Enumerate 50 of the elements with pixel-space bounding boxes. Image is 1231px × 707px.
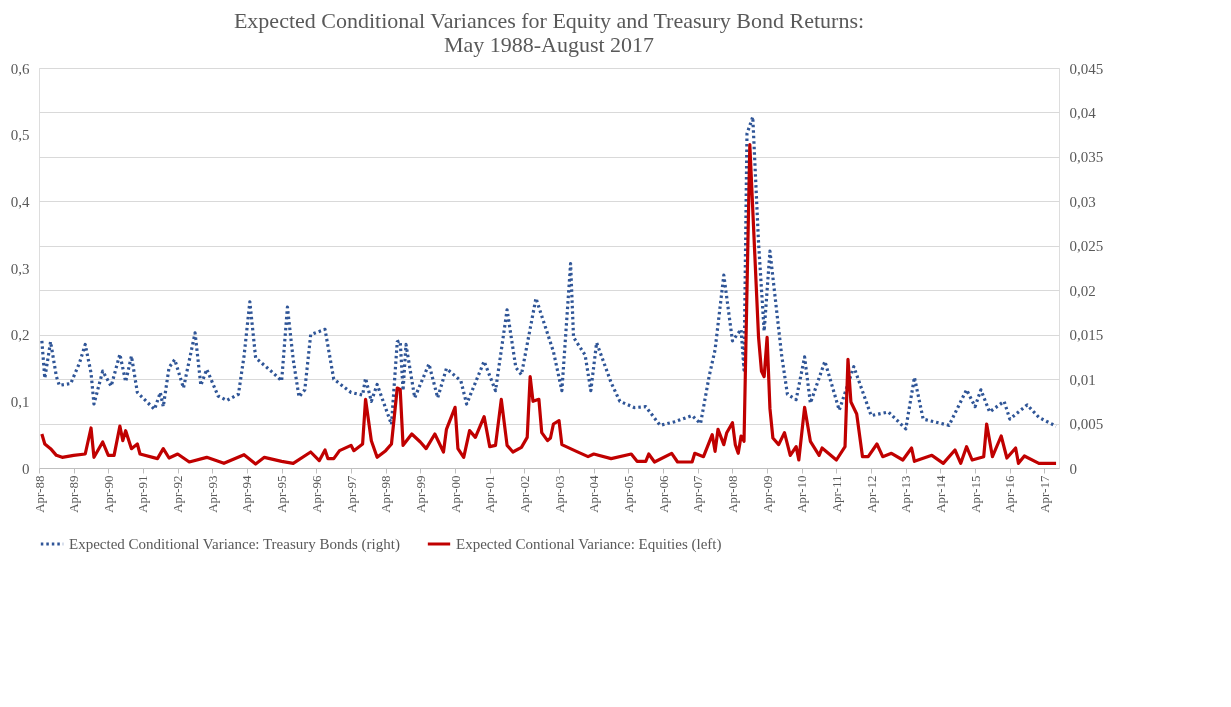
- y2-tick-label: 0: [1069, 460, 1077, 477]
- x-tick-label: Apr-10: [794, 475, 810, 513]
- x-tick-label: Apr-04: [586, 475, 602, 513]
- x-tick-label: Apr-91: [135, 475, 151, 513]
- chart-title: Expected Conditional Variances for Equity and Treasury Bond Returns: May 1988-August 2017: [233, 8, 865, 57]
- x-tick-label: Apr-14: [932, 475, 948, 513]
- y-tick-label: 0,5: [10, 127, 30, 144]
- x-tick-label: Apr-97: [343, 475, 359, 513]
- y-tick-label: 0,4: [10, 193, 30, 210]
- x-tick-label: Apr-01: [482, 475, 498, 513]
- y2-tick-label: 0,015: [1069, 327, 1104, 344]
- y-tick-label: 0: [22, 460, 30, 477]
- x-tick-label: Apr-96: [308, 475, 324, 513]
- x-tick-label: Apr-05: [620, 475, 636, 513]
- x-tick-label: Apr-16: [1002, 475, 1018, 513]
- x-tick-label: Apr-95: [274, 475, 290, 513]
- y2-tick-label: 0,005: [1069, 416, 1104, 433]
- x-tick-label: Apr-08: [724, 475, 740, 513]
- y-tick-label: 0,3: [10, 260, 30, 277]
- y-tick-label: 0,1: [10, 393, 30, 410]
- x-tick-label: Apr-03: [551, 475, 567, 513]
- y-tick-label: 0,2: [10, 327, 30, 344]
- x-tick-label: Apr-09: [759, 475, 775, 513]
- x-tick-label: Apr-06: [655, 475, 671, 513]
- x-tick-label: Apr-02: [516, 475, 532, 513]
- x-tick-label: Apr-94: [239, 475, 255, 513]
- y2-tick-label: 0,02: [1069, 282, 1096, 299]
- y2-tick-label: 0,045: [1069, 60, 1104, 77]
- x-tick-label: Apr-00: [447, 475, 463, 513]
- x-tick-label: Apr-99: [412, 475, 428, 513]
- x-tick-label: Apr-90: [100, 475, 116, 513]
- x-tick-label: Apr-17: [1036, 475, 1052, 513]
- x-tick-label: Apr-11: [828, 475, 844, 513]
- y2-tick-label: 0,035: [1069, 149, 1104, 166]
- y2-tick-label: 0,025: [1069, 238, 1104, 255]
- x-tick-label: Apr-98: [378, 475, 394, 513]
- y2-tick-label: 0,04: [1069, 104, 1097, 121]
- x-tick-label: Apr-92: [170, 475, 186, 513]
- x-tick-label: Apr-15: [967, 475, 983, 513]
- legend-label: Expected Contional Variance: Equities (left): [456, 536, 722, 553]
- x-tick-label: Apr-07: [690, 475, 706, 513]
- x-tick-label: Apr-93: [204, 475, 220, 513]
- y2-tick-label: 0,03: [1069, 193, 1096, 210]
- y-tick-label: 0,6: [10, 60, 30, 77]
- x-tick-label: Apr-13: [898, 475, 914, 513]
- x-tick-label: Apr-12: [863, 475, 879, 513]
- x-tick-label: Apr-88: [31, 475, 47, 513]
- legend-label: Expected Conditional Variance: Treasury Bonds (right): [69, 536, 400, 553]
- x-tick-label: Apr-89: [66, 475, 82, 513]
- y2-tick-label: 0,01: [1069, 371, 1096, 388]
